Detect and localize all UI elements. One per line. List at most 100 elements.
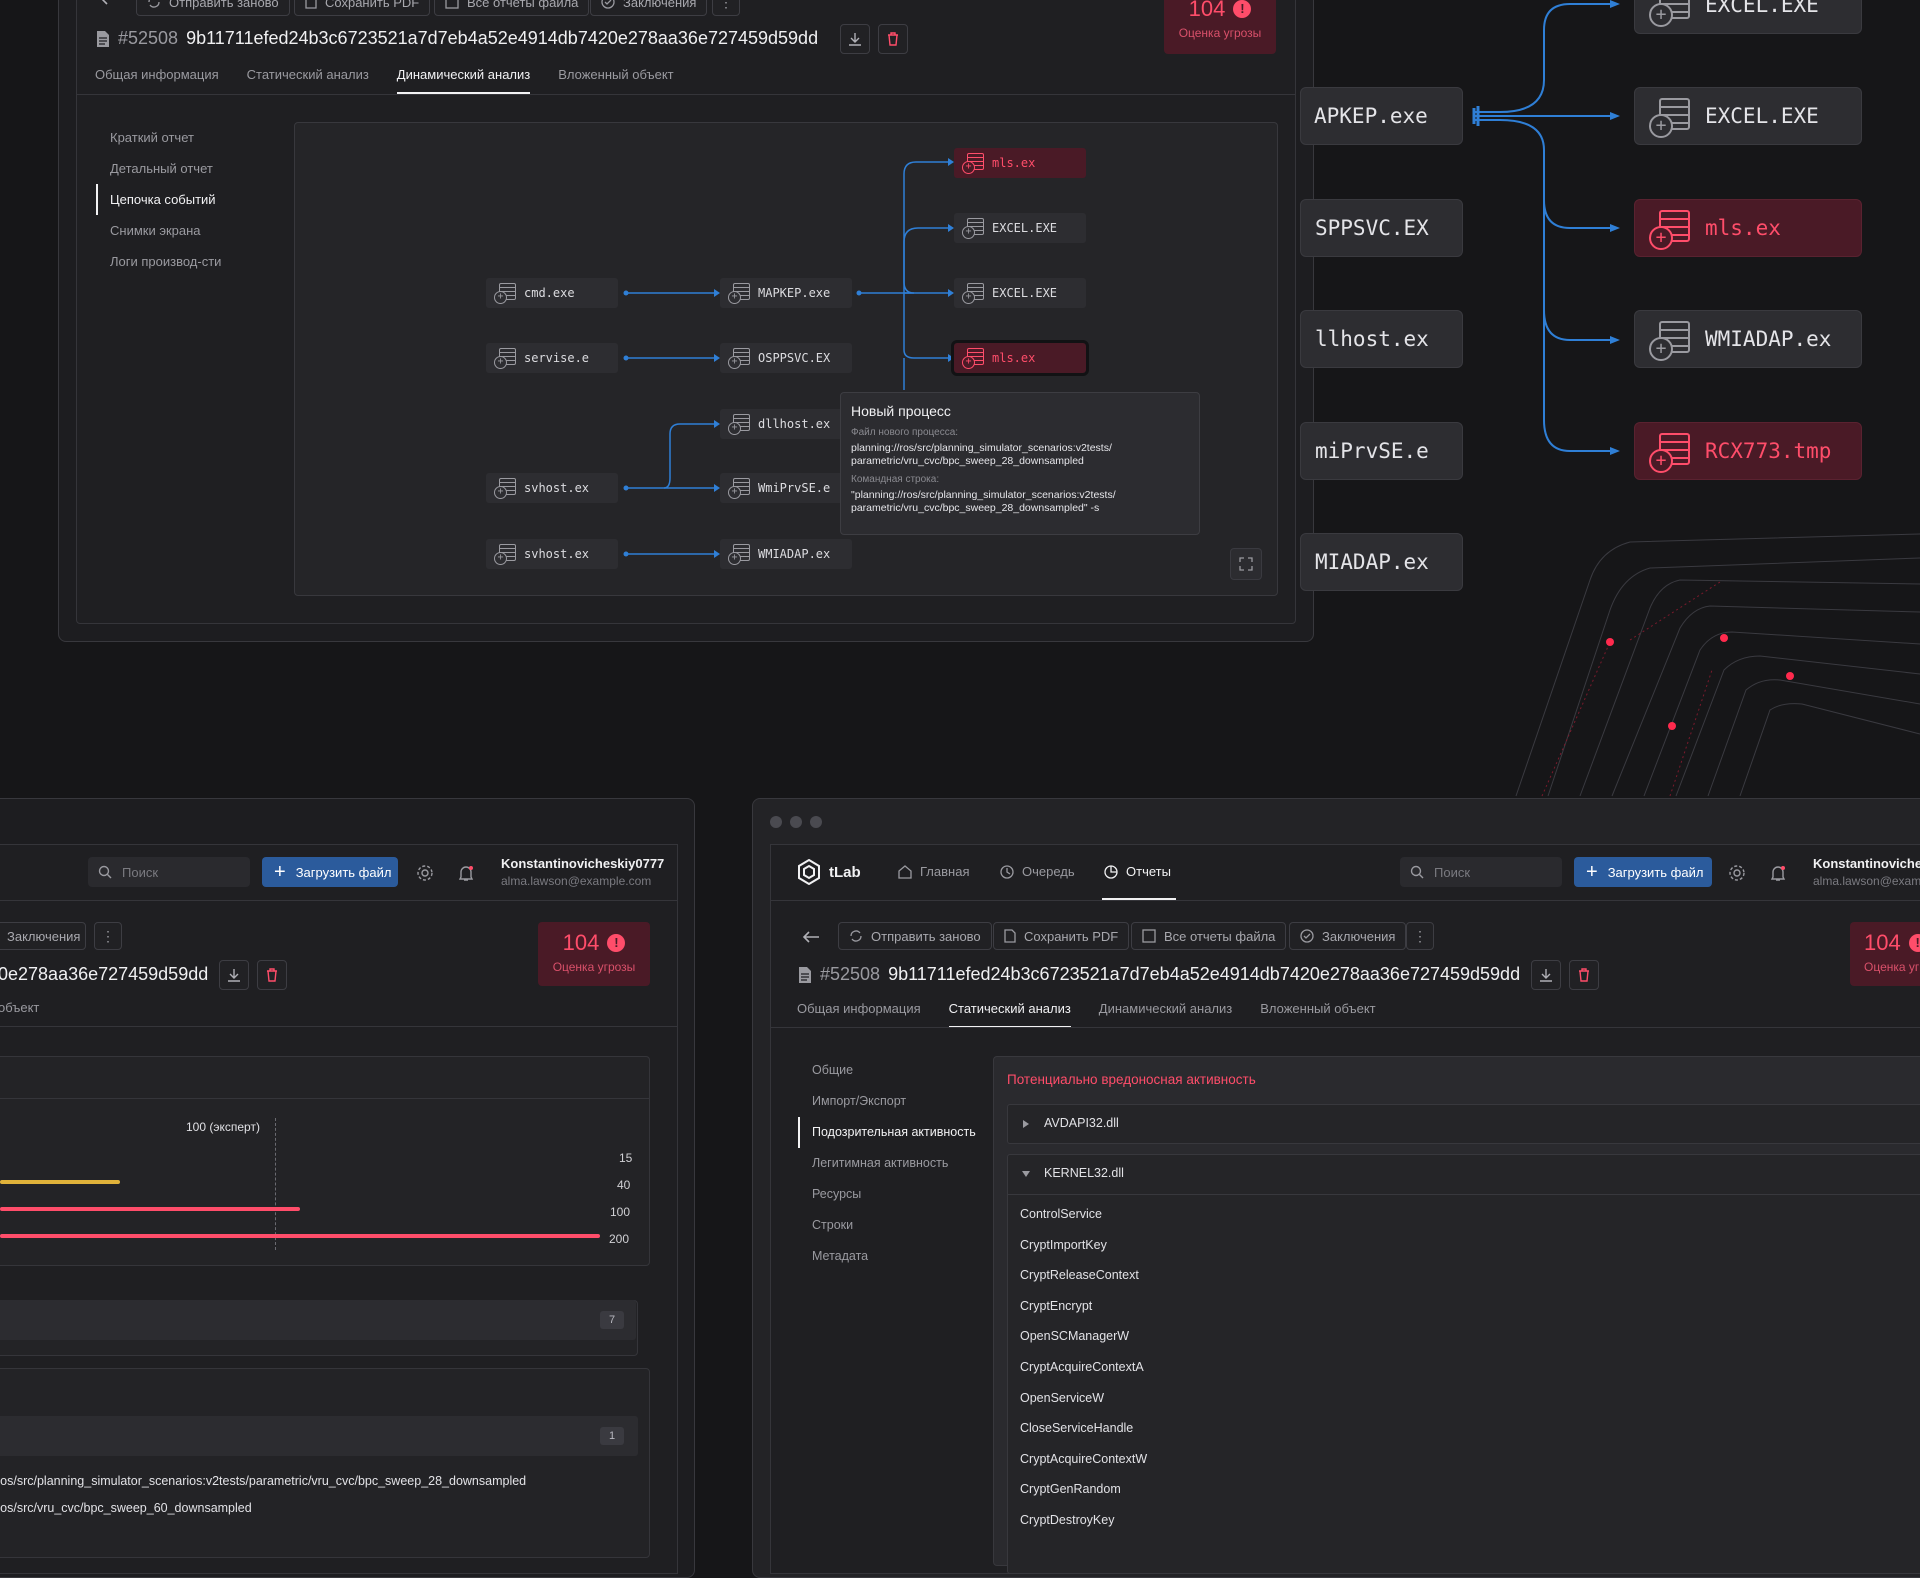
- all-reports-button-right[interactable]: Все отчеты файла: [1131, 922, 1287, 950]
- zoom-node-wmiadap-right[interactable]: WMIADAP.ex: [1634, 310, 1862, 368]
- tab-dynamic[interactable]: Динамический анализ: [396, 67, 531, 94]
- back-arrow-icon[interactable]: [802, 930, 820, 944]
- graph-node-servise[interactable]: servise.e: [486, 343, 618, 373]
- app-logo[interactable]: tLab: [797, 859, 861, 885]
- graph-node-svhost-2[interactable]: svhost.ex: [486, 539, 618, 569]
- zoom-node-label: EXCEL.EXE: [1705, 104, 1819, 128]
- nav-home[interactable]: Главная: [898, 864, 969, 879]
- sidebar-item-metadata[interactable]: Метадата: [812, 1249, 869, 1263]
- sidebar-item-screenshots[interactable]: Снимки экрана: [110, 223, 201, 238]
- graph-node-wmiprvse[interactable]: WmiPrvSE.e: [720, 473, 852, 503]
- sidebar-item-brief[interactable]: Краткий отчет: [110, 130, 194, 145]
- user-email: alma.lawson@example.com: [501, 874, 652, 888]
- zoom-node-excel-1[interactable]: EXCEL.EXE: [1634, 0, 1862, 34]
- fullscreen-button[interactable]: [1230, 548, 1262, 580]
- sidebar-item-suspicious[interactable]: Подозрительная активность: [798, 1117, 976, 1148]
- process-icon: [962, 282, 984, 304]
- search-placeholder: Поиск: [122, 864, 159, 880]
- resend-button-right[interactable]: Отправить заново: [838, 922, 992, 950]
- collapsible-row-2[interactable]: [0, 1368, 650, 1558]
- delete-button-left[interactable]: [257, 960, 287, 990]
- delete-button-right[interactable]: [1569, 960, 1599, 990]
- conclusions-label: Заключения: [1322, 928, 1396, 944]
- sidebar-item-perf-logs[interactable]: Логи производ-сти: [110, 254, 222, 269]
- user-info-left[interactable]: Konstantinovicheskiy0777 alma.lawson@exa…: [501, 856, 664, 888]
- tab-general[interactable]: Общая информация: [797, 1001, 921, 1016]
- search-input-right[interactable]: Поиск: [1400, 857, 1562, 887]
- resend-button[interactable]: Отправить заново: [136, 0, 290, 16]
- sidebar-item-general[interactable]: Общие: [812, 1063, 854, 1077]
- download-button[interactable]: [840, 24, 870, 54]
- zoom-node-mls[interactable]: mls.ex: [1634, 199, 1862, 257]
- upload-button-right[interactable]: + Загрузить файл: [1574, 857, 1712, 887]
- sidebar-item-import-export[interactable]: Импорт/Экспорт: [812, 1094, 907, 1108]
- back-arrow-icon[interactable]: [100, 0, 118, 6]
- file-icon: [97, 30, 109, 47]
- graph-node-wmiadap[interactable]: WMIADAP.ex: [720, 539, 852, 569]
- tab-embedded[interactable]: Вложенный объект: [1260, 1001, 1376, 1016]
- save-pdf-button[interactable]: Сохранить PDF: [294, 0, 431, 16]
- tabs-divider: [77, 94, 1295, 95]
- sidebar-item-resources[interactable]: Ресурсы: [812, 1187, 862, 1201]
- sidebar-item-legit[interactable]: Легитимная активность: [812, 1156, 949, 1170]
- all-reports-button[interactable]: Все отчеты файла: [434, 0, 590, 16]
- download-button-right[interactable]: [1531, 960, 1561, 990]
- tab-embedded-partial[interactable]: объект: [0, 1000, 40, 1015]
- delete-button[interactable]: [878, 24, 908, 54]
- report-tabs-right: Общая информация Статический анализ Дина…: [797, 1001, 1376, 1028]
- tab-general[interactable]: Общая информация: [95, 67, 219, 82]
- upload-button-left[interactable]: + Загрузить файл: [262, 857, 398, 887]
- score-chart-card: [0, 1056, 650, 1266]
- br-header-divider: [770, 900, 1920, 901]
- graph-node-osppsvc[interactable]: OSPPSVC.EX: [720, 343, 852, 373]
- sidebar-item-strings[interactable]: Строки: [812, 1218, 854, 1232]
- tab-embedded[interactable]: Вложенный объект: [558, 67, 674, 82]
- zoom-node-wmiadap[interactable]: MIADAP.ex: [1300, 533, 1463, 591]
- zoom-node-osppsvc[interactable]: SPPSVC.EX: [1300, 199, 1463, 257]
- tab-static[interactable]: Статический анализ: [246, 67, 369, 82]
- more-button-left[interactable]: ⋮: [94, 922, 122, 950]
- bell-icon[interactable]: [1770, 864, 1786, 882]
- nav-reports[interactable]: Отчеты: [1104, 864, 1171, 879]
- conclusions-button[interactable]: Заключения: [590, 0, 708, 16]
- dll-row-kernel32[interactable]: [1007, 1154, 1920, 1574]
- download-button-left[interactable]: [219, 960, 249, 990]
- graph-node-label: WmiPrvSE.e: [758, 481, 831, 495]
- tab-static[interactable]: Статический анализ: [948, 1001, 1071, 1028]
- user-info-right[interactable]: Konstantinovicheski alma.lawson@examp: [1813, 856, 1920, 888]
- search-icon: [1410, 865, 1424, 879]
- nav-queue[interactable]: Очередь: [1000, 864, 1075, 879]
- tab-dynamic[interactable]: Динамический анализ: [1098, 1001, 1233, 1016]
- conclusions-button-left[interactable]: Заключения: [0, 922, 86, 950]
- graph-node-mapkep[interactable]: MAPKEP.exe: [720, 278, 852, 308]
- conclusions-button-right[interactable]: Заключения: [1289, 922, 1407, 950]
- bell-icon[interactable]: [458, 864, 474, 882]
- save-pdf-button-right[interactable]: Сохранить PDF: [993, 922, 1130, 950]
- search-input-left[interactable]: Поиск: [88, 857, 250, 887]
- sidebar-item-detailed[interactable]: Детальный отчет: [110, 161, 213, 176]
- dll-row-avdapi[interactable]: [1007, 1104, 1920, 1144]
- graph-node-svhost-1[interactable]: svhost.ex: [486, 473, 618, 503]
- more-button[interactable]: ⋮: [712, 0, 740, 16]
- graph-node-excel-1[interactable]: EXCEL.EXE: [954, 213, 1086, 243]
- trash-icon: [267, 968, 277, 982]
- chart-value-label: 100: [610, 1205, 631, 1219]
- zoom-node-dllhost[interactable]: llhost.ex: [1300, 310, 1463, 368]
- sidebar-item-event-chain[interactable]: Цепочка событий: [96, 184, 221, 215]
- zoom-node-label: APKEP.exe: [1314, 104, 1428, 128]
- zoom-node-rcx773[interactable]: RCX773.tmp: [1634, 422, 1862, 480]
- more-button-right[interactable]: ⋮: [1406, 922, 1434, 950]
- graph-node-excel-2[interactable]: EXCEL.EXE: [954, 278, 1086, 308]
- graph-node-label: svhost.ex: [524, 481, 590, 495]
- graph-node-dllhost[interactable]: dllhost.ex: [720, 409, 852, 439]
- trash-icon: [1579, 968, 1589, 982]
- gear-icon[interactable]: [1728, 864, 1746, 882]
- zoom-node-mapkep[interactable]: APKEP.exe: [1300, 87, 1463, 145]
- window-dot: [810, 816, 822, 828]
- graph-node-mls-2[interactable]: mls.ex: [951, 340, 1089, 376]
- graph-node-cmd[interactable]: cmd.exe: [486, 278, 618, 308]
- zoom-node-excel-2[interactable]: EXCEL.EXE: [1634, 87, 1862, 145]
- gear-icon[interactable]: [416, 864, 434, 882]
- zoom-node-wmiprvse[interactable]: miPrvSE.e: [1300, 422, 1463, 480]
- graph-node-mls-1[interactable]: mls.ex: [954, 148, 1086, 178]
